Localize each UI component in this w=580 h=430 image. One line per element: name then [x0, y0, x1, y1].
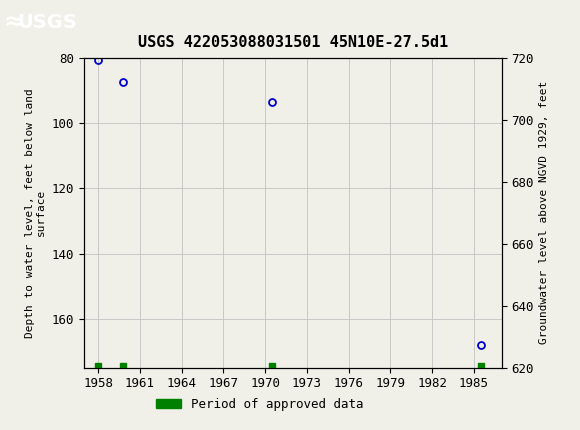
Text: ≈: ≈	[3, 11, 24, 34]
Y-axis label: Groundwater level above NGVD 1929, feet: Groundwater level above NGVD 1929, feet	[539, 81, 549, 344]
Title: USGS 422053088031501 45N10E-27.5d1: USGS 422053088031501 45N10E-27.5d1	[138, 35, 448, 50]
Y-axis label: Depth to water level, feet below land
surface: Depth to water level, feet below land su…	[25, 88, 46, 338]
Text: USGS: USGS	[17, 13, 77, 32]
Legend: Period of approved data: Period of approved data	[151, 393, 368, 415]
